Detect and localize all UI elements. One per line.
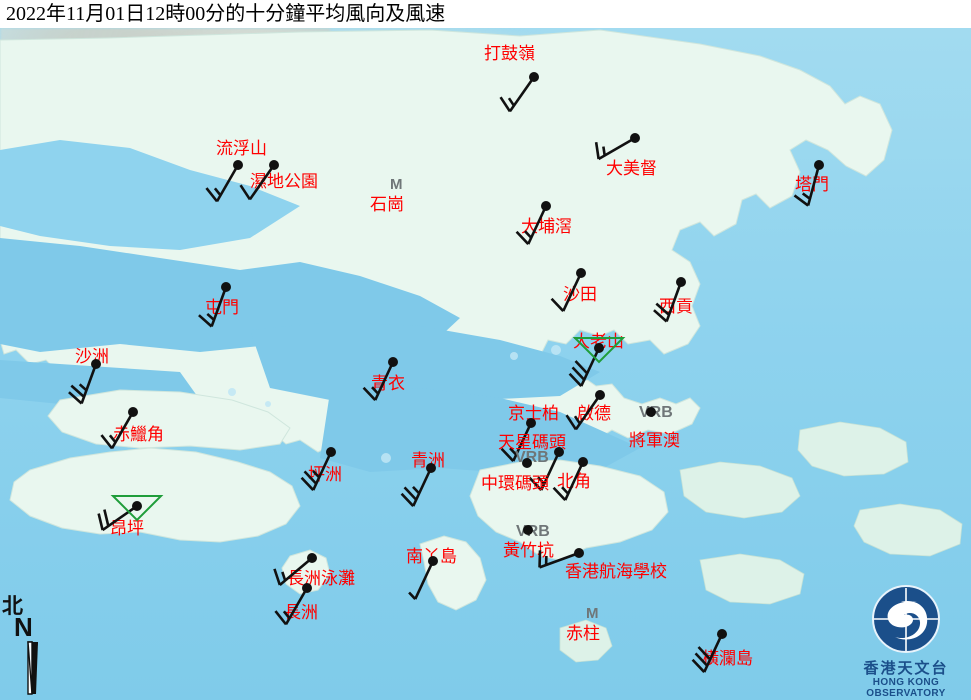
station-label-tuen-mun: 屯門 [205,298,239,317]
compass-rose: 北 N [2,590,72,700]
station-label-waglan-island: 橫瀾島 [702,649,753,668]
wind-barb-icon [362,361,395,401]
gust-triangle-icon [572,337,626,364]
station-label-lau-fau-shan: 流浮山 [216,139,267,158]
station-label-sha-tin: 沙田 [563,285,597,304]
station-label-star-ferry: 天星碼頭 [498,433,566,452]
wind-barb-icon [691,633,724,673]
wind-barb-icon [528,451,561,491]
wind-barb-icon [274,587,309,626]
station-label-sai-kung: 西貢 [659,297,693,316]
wind-barb-icon [300,451,333,491]
station-label-cheung-chau: 長洲 [284,603,318,622]
compass-label-zh: 北 [2,594,23,618]
wind-barb-icon [500,422,533,462]
station-label-tap-mun: 塔門 [795,175,829,194]
wind-barb-icon [273,557,313,586]
station-label-kings-park: 京士柏 [508,404,559,423]
station-label-sha-chau: 沙洲 [75,347,109,366]
station-dot-icon [523,525,533,535]
wind-barb-icon [97,504,138,532]
compass-needle-icon [27,641,38,695]
wind-barb-icon [408,560,435,600]
station-label-peng-chau: 坪洲 [308,465,342,484]
wind-barb-icon [198,286,228,328]
hko-logo: 香港天文台 HONG KONG OBSERVATORY [845,585,967,699]
station-label-green-island: 青洲 [411,451,445,470]
wind-barb-icon [550,272,583,312]
station-label-tsing-yi: 青衣 [371,374,405,393]
wind-barb-icon [400,467,433,507]
compass-label-en: N [14,612,33,642]
station-label-wetland-park: 濕地公園 [250,172,318,191]
logo-text-zh: 香港天文台 [863,661,949,677]
station-label-wong-chuk-hang: 黃竹坑 [503,541,554,560]
station-label-shek-kong: 石崗 [370,195,404,214]
title-bar: 2022年11月01日12時00分的十分鐘平均風向及風速 [0,0,971,28]
station-label-ngong-ping: 昂坪 [110,519,144,538]
gust-triangle-icon [110,495,164,522]
wind-barb-icon [205,164,240,203]
station-label-central-pier: 中環碼頭 [481,474,549,493]
wind-barb-icon [552,461,585,501]
wind-barb-icon [568,347,601,387]
wind-barb-icon [499,76,536,113]
station-label-tai-po-kau: 大埔滘 [521,217,572,236]
wind-barb-icon [793,164,821,207]
station-dot-icon [646,407,656,417]
wind-barb-icon [594,136,636,161]
wind-barb-icon [538,550,580,569]
station-dot-icon [522,458,532,468]
station-label-ta-kwu-ling: 打鼓嶺 [484,44,535,63]
wind-barb-icon [515,205,548,245]
station-label-tai-mei-tuk: 大美督 [606,159,657,178]
wind-barb-icon [100,411,135,450]
missing-data-code-stanley: M [586,605,599,622]
station-label-cheung-chau-beach: 長洲泳灘 [287,569,355,588]
wind-barb-icon [68,363,98,405]
logo-text-en: HONG KONG OBSERVATORY [866,677,946,699]
wind-barb-icon [239,164,276,201]
missing-data-code-shek-kong: M [390,176,403,193]
wind-barb-icon [653,281,683,323]
wind-barb-icon [565,394,602,431]
station-label-chek-lap-kok: 赤鱲角 [113,425,164,444]
page-title: 2022年11月01日12時00分的十分鐘平均風向及風速 [6,3,446,25]
station-label-hk-sea-school: 香港航海學校 [565,562,667,581]
hko-emblem-icon [872,585,940,653]
variable-wind-code-wong-chuk-hang: VRB [516,523,550,540]
station-label-tseung-kwan-o: 將軍澳 [629,431,680,450]
station-label-stanley: 赤柱 [566,624,600,643]
